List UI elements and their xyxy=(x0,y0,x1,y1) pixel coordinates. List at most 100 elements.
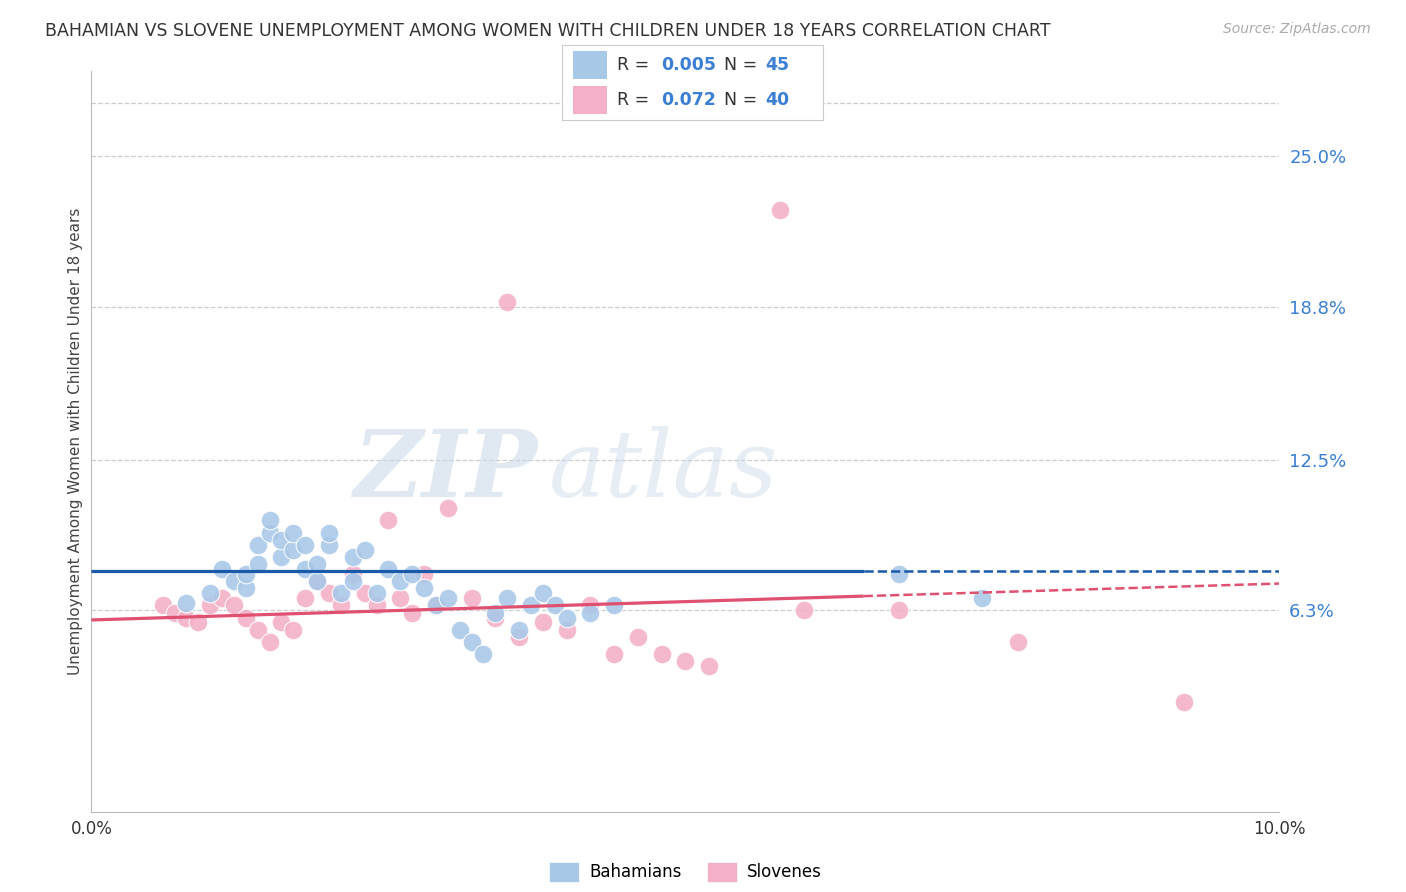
Point xyxy=(307,574,329,588)
Point xyxy=(1007,635,1029,649)
Point xyxy=(259,635,281,649)
Bar xyxy=(572,51,606,78)
Point xyxy=(342,574,364,588)
Bar xyxy=(572,87,606,114)
Point xyxy=(222,599,245,613)
Point xyxy=(235,582,257,596)
Point xyxy=(307,557,329,571)
Point xyxy=(531,586,554,600)
Point xyxy=(389,591,412,606)
Point xyxy=(211,562,233,576)
Point xyxy=(413,566,436,581)
Point xyxy=(972,591,994,606)
Point xyxy=(449,623,471,637)
Point xyxy=(318,538,340,552)
Point xyxy=(294,538,316,552)
Point xyxy=(496,295,519,310)
Point xyxy=(603,647,626,661)
Point xyxy=(436,501,458,516)
Point xyxy=(377,562,399,576)
Point xyxy=(508,630,530,644)
Point xyxy=(579,606,602,620)
Text: R =: R = xyxy=(617,56,655,74)
Point xyxy=(200,586,222,600)
Text: ZIP: ZIP xyxy=(353,426,537,516)
Point xyxy=(283,525,305,540)
Point xyxy=(342,549,364,564)
Point xyxy=(259,513,281,527)
Point xyxy=(651,647,673,661)
Point xyxy=(484,606,506,620)
Point xyxy=(318,525,340,540)
Point xyxy=(555,610,578,624)
Point xyxy=(401,606,423,620)
Point xyxy=(246,557,269,571)
Point xyxy=(342,566,364,581)
Point xyxy=(329,586,352,600)
Legend: Bahamians, Slovenes: Bahamians, Slovenes xyxy=(543,855,828,888)
Point xyxy=(353,542,375,557)
Point xyxy=(307,574,329,588)
Text: N =: N = xyxy=(724,56,762,74)
Point xyxy=(235,566,257,581)
Point xyxy=(627,630,650,644)
Text: N =: N = xyxy=(724,91,762,109)
Point xyxy=(270,533,292,547)
Point xyxy=(555,623,578,637)
Point xyxy=(294,562,316,576)
Point xyxy=(425,599,447,613)
Point xyxy=(484,610,506,624)
Point xyxy=(259,525,281,540)
Y-axis label: Unemployment Among Women with Children Under 18 years: Unemployment Among Women with Children U… xyxy=(67,208,83,675)
Point xyxy=(211,591,233,606)
Point xyxy=(377,513,399,527)
Point xyxy=(603,599,626,613)
Point xyxy=(436,591,458,606)
Point xyxy=(1173,696,1195,710)
Text: 0.072: 0.072 xyxy=(661,91,716,109)
Point xyxy=(318,586,340,600)
Point xyxy=(222,574,245,588)
Point xyxy=(152,599,174,613)
Point xyxy=(366,599,388,613)
Point xyxy=(176,610,198,624)
Point xyxy=(673,654,696,668)
Text: BAHAMIAN VS SLOVENE UNEMPLOYMENT AMONG WOMEN WITH CHILDREN UNDER 18 YEARS CORREL: BAHAMIAN VS SLOVENE UNEMPLOYMENT AMONG W… xyxy=(45,22,1050,40)
Point xyxy=(889,566,911,581)
Text: 0.005: 0.005 xyxy=(661,56,716,74)
Point xyxy=(508,623,530,637)
Point xyxy=(294,591,316,606)
Point xyxy=(425,599,447,613)
Point xyxy=(235,610,257,624)
Point xyxy=(270,549,292,564)
Point xyxy=(246,538,269,552)
Point xyxy=(460,635,482,649)
Point xyxy=(176,596,198,610)
Point xyxy=(353,586,375,600)
Point xyxy=(389,574,412,588)
Point xyxy=(187,615,209,630)
Text: 40: 40 xyxy=(765,91,789,109)
Text: 45: 45 xyxy=(765,56,789,74)
Point xyxy=(544,599,567,613)
Point xyxy=(769,202,792,217)
Point xyxy=(793,603,815,617)
Point xyxy=(200,599,222,613)
Text: atlas: atlas xyxy=(548,426,779,516)
Point xyxy=(329,599,352,613)
Text: Source: ZipAtlas.com: Source: ZipAtlas.com xyxy=(1223,22,1371,37)
Point xyxy=(520,599,543,613)
Point xyxy=(366,586,388,600)
Point xyxy=(496,591,519,606)
Point xyxy=(579,599,602,613)
Text: R =: R = xyxy=(617,91,655,109)
Point xyxy=(413,582,436,596)
Point xyxy=(889,603,911,617)
Point xyxy=(531,615,554,630)
Point xyxy=(697,659,720,673)
Point xyxy=(401,566,423,581)
Point xyxy=(460,591,482,606)
Point xyxy=(163,606,186,620)
Point xyxy=(270,615,292,630)
Point xyxy=(283,623,305,637)
